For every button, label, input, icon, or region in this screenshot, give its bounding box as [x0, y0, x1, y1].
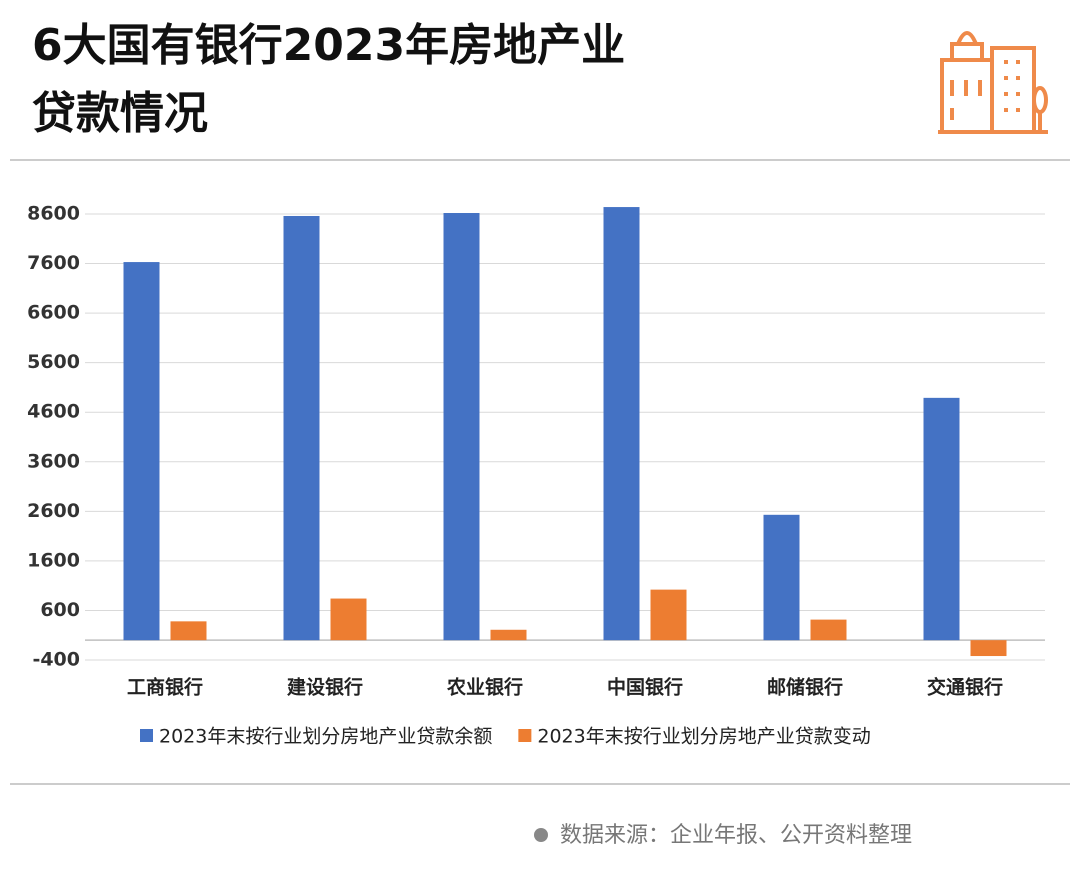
y-tick-label: 1600	[27, 549, 80, 571]
legend-label: 2023年末按行业划分房地产业贷款变动	[537, 726, 870, 748]
x-tick-label: 农业银行	[446, 676, 523, 699]
bar	[650, 589, 687, 641]
bar	[763, 514, 800, 641]
legend-swatch	[140, 729, 153, 742]
bar	[123, 262, 160, 641]
source-dot	[534, 828, 548, 842]
bar	[970, 640, 1007, 657]
bar	[443, 213, 480, 641]
bar	[170, 621, 207, 641]
bar	[490, 629, 527, 641]
bar	[603, 207, 640, 641]
chart-title: 6大国有银行2023年房地产业	[32, 20, 625, 71]
y-tick-label: 7600	[27, 252, 80, 274]
x-tick-label: 建设银行	[287, 676, 363, 699]
bar	[330, 598, 367, 641]
bar	[923, 397, 960, 641]
y-tick-label: 2600	[27, 500, 80, 522]
y-tick-label: -400	[32, 649, 80, 671]
x-tick-label: 中国银行	[607, 676, 683, 699]
legend-swatch	[518, 729, 532, 742]
legend-label: 2023年末按行业划分房地产业贷款余额	[159, 726, 492, 748]
y-tick-label: 5600	[27, 351, 80, 373]
x-tick-label: 邮储银行	[767, 676, 843, 699]
y-tick-label: 600	[40, 599, 80, 621]
y-tick-label: 8600	[27, 203, 80, 225]
x-tick-label: 交通银行	[927, 676, 1003, 699]
building-icon	[938, 31, 1048, 134]
x-tick-label: 工商银行	[127, 676, 203, 699]
bar	[810, 619, 847, 641]
bar	[283, 215, 320, 641]
y-tick-label: 3600	[27, 450, 80, 472]
source-note: 数据来源：企业年报、公开资料整理	[560, 823, 912, 848]
y-tick-label: 6600	[27, 302, 80, 324]
chart-title: 贷款情况	[32, 88, 208, 139]
y-tick-label: 4600	[27, 401, 80, 423]
